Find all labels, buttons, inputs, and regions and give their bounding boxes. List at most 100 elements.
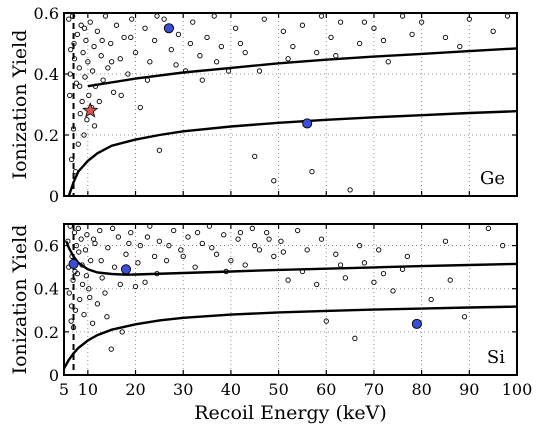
background-event-marker <box>237 40 244 47</box>
background-event-marker <box>144 77 151 83</box>
background-event-marker <box>285 277 291 283</box>
y-axis-label: Ionization Yield <box>9 30 31 180</box>
background-event-marker <box>264 229 270 236</box>
background-event-marker <box>399 266 406 272</box>
background-event-marker <box>74 31 81 37</box>
background-event-marker <box>81 25 88 31</box>
background-event-marker <box>83 37 89 44</box>
background-event-marker <box>409 31 415 37</box>
background-event-marker <box>197 53 203 59</box>
background-event-marker <box>85 59 91 65</box>
background-event-marker <box>102 13 109 19</box>
background-event-marker <box>271 178 277 184</box>
background-event-marker <box>218 43 225 50</box>
panel-label: Si <box>487 347 505 368</box>
background-event-marker <box>457 43 463 50</box>
background-event-marker <box>142 279 148 285</box>
background-event-marker <box>98 53 104 59</box>
background-event-marker <box>361 260 368 266</box>
background-event-marker <box>108 346 114 352</box>
background-event-marker <box>98 258 104 264</box>
background-event-marker <box>132 50 139 56</box>
background-event-marker <box>100 77 106 83</box>
background-event-marker <box>86 286 92 292</box>
lower-band-curve <box>64 305 517 370</box>
background-event-marker <box>380 37 387 44</box>
x-tick-label: 20 <box>125 380 145 399</box>
background-event-marker <box>337 262 344 268</box>
background-event-marker <box>87 19 93 25</box>
background-event-marker <box>180 253 186 260</box>
background-event-marker <box>318 236 325 242</box>
background-event-marker <box>233 25 239 31</box>
background-event-marker <box>88 258 94 264</box>
background-event-marker <box>142 25 148 31</box>
y-tick-label: 0.2 <box>34 323 59 342</box>
background-event-marker <box>128 34 134 41</box>
x-tick-label: 60 <box>316 380 336 399</box>
background-event-marker <box>504 13 511 19</box>
background-event-marker <box>204 34 210 41</box>
background-event-marker <box>223 268 229 275</box>
background-event-marker <box>404 253 410 260</box>
x-axis-label: Recoil Energy (keV) <box>194 402 387 424</box>
background-event-marker <box>70 277 76 283</box>
background-event-marker <box>118 92 124 99</box>
background-event-marker <box>290 43 296 50</box>
background-event-marker <box>117 281 123 288</box>
y-tick-label: 0 <box>49 366 59 385</box>
background-event-marker <box>70 126 77 132</box>
background-event-marker <box>166 242 172 249</box>
axes-frame <box>63 223 518 376</box>
background-event-marker <box>242 50 248 56</box>
upper-band-curve <box>87 47 517 88</box>
background-event-marker <box>371 279 377 285</box>
background-event-marker <box>163 258 170 264</box>
background-event-marker <box>82 74 88 80</box>
background-event-marker <box>213 251 220 257</box>
y-tick-label: 0 <box>49 187 59 206</box>
background-event-marker <box>235 236 241 242</box>
background-event-marker <box>68 156 75 163</box>
background-event-marker <box>75 225 81 231</box>
background-event-marker <box>71 56 78 62</box>
lower-band-curve <box>67 110 517 196</box>
upper-band-curve <box>65 240 517 276</box>
x-tick-label: 5 <box>59 380 69 399</box>
background-event-marker <box>490 28 496 34</box>
background-event-marker <box>356 40 363 47</box>
background-event-marker <box>256 247 263 253</box>
background-event-marker <box>500 242 506 249</box>
axes-frame <box>63 12 518 197</box>
background-event-marker <box>278 238 284 244</box>
background-event-marker <box>92 83 99 89</box>
background-event-marker <box>66 16 72 22</box>
background-event-marker <box>304 247 310 253</box>
background-event-marker <box>91 43 97 50</box>
x-tick-label: 10 <box>78 380 98 399</box>
background-event-marker <box>83 273 90 279</box>
background-event-marker <box>137 242 143 249</box>
x-tick-label: 30 <box>173 380 193 399</box>
background-event-marker <box>371 25 377 31</box>
background-event-marker <box>89 68 96 74</box>
background-event-marker <box>461 314 468 320</box>
background-event-marker <box>105 245 111 251</box>
background-event-marker <box>323 318 329 324</box>
x-tick-label: 40 <box>221 380 241 399</box>
background-event-marker <box>295 227 301 234</box>
background-event-marker <box>154 13 160 19</box>
background-event-marker <box>314 281 320 288</box>
background-event-marker <box>71 40 77 47</box>
background-event-marker <box>126 240 132 247</box>
background-event-marker <box>79 262 85 268</box>
background-event-marker <box>117 56 123 62</box>
background-event-marker <box>318 13 325 19</box>
background-event-marker <box>237 229 244 236</box>
background-event-marker <box>113 22 120 28</box>
x-tick-label: 90 <box>459 380 479 399</box>
background-event-marker <box>68 318 74 324</box>
background-event-marker <box>90 236 97 242</box>
background-event-marker <box>86 92 92 99</box>
background-event-marker <box>190 19 196 25</box>
